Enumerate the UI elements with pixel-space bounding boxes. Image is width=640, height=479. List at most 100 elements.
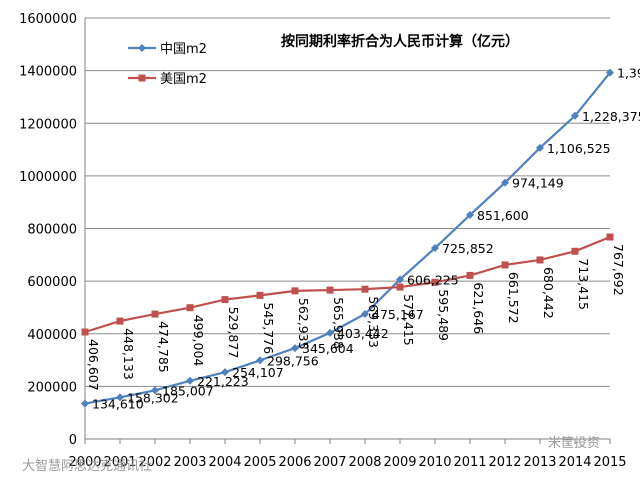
axes: 0 200000 400000 600000 800000 1000000 1200000 1… <box>19 12 626 470</box>
point-china-m2 <box>221 368 229 377</box>
x-tick-label: 2015 <box>593 455 626 470</box>
x-tick-label: 2007 <box>313 455 346 470</box>
x-tick-label: 2010 <box>418 455 451 470</box>
data-label-china-m2: 158,302 <box>127 390 179 405</box>
point-us-m2 <box>116 317 124 325</box>
y-tick-label: 800000 <box>27 223 77 238</box>
point-china-m2 <box>501 178 509 187</box>
data-label-china-m2: 1,228,375 <box>582 109 640 124</box>
y-tick-label: 200000 <box>27 380 77 395</box>
data-label-us-m2: 661,572 <box>506 272 521 324</box>
y-tick-label: 1200000 <box>19 117 77 132</box>
y-tick-label: 1600000 <box>19 12 77 27</box>
data-label-us-m2: 621,646 <box>471 282 486 334</box>
x-tick-label: 2013 <box>523 455 556 470</box>
point-us-m2 <box>361 285 369 293</box>
point-us-m2 <box>571 247 579 255</box>
point-china-m2 <box>536 143 544 152</box>
watermark: 大智慧阿思达克通讯社 米筐投资 <box>22 435 600 474</box>
point-china-m2 <box>466 210 474 219</box>
point-china-m2 <box>606 68 614 77</box>
point-us-m2 <box>536 256 544 264</box>
point-us-m2 <box>291 287 299 295</box>
legend-label: 中国m2 <box>160 42 207 57</box>
x-tick-label: 2006 <box>278 455 311 470</box>
data-label-china-m2: 606,225 <box>407 272 459 287</box>
x-tick-label: 2004 <box>208 455 241 470</box>
chart-title: 按同期利率折合为人民币计算（亿元） <box>281 33 519 50</box>
point-us-m2 <box>256 291 264 299</box>
point-china-m2 <box>396 275 404 284</box>
x-tick-label: 2014 <box>558 455 591 470</box>
y-tick-label: 1000000 <box>19 170 77 185</box>
y-tick-label: 600000 <box>27 275 77 290</box>
x-tick-label: 2011 <box>453 455 486 470</box>
data-label-china-m2: 974,149 <box>512 176 564 191</box>
point-us-m2 <box>466 271 474 279</box>
point-us-m2 <box>396 283 404 291</box>
x-tick-label: 2008 <box>348 455 381 470</box>
x-tick-label: 2000 <box>68 455 101 470</box>
grid <box>85 17 610 387</box>
point-us-m2 <box>81 328 89 336</box>
data-label-us-m2: 767,692 <box>611 244 626 296</box>
point-us-m2 <box>151 310 159 318</box>
data-label-china-m2: 1,392,300 <box>617 66 640 81</box>
data-label-us-m2: 499,004 <box>191 315 206 367</box>
data-label-us-m2: 565,938 <box>331 297 346 349</box>
x-tick-label: 2005 <box>243 455 276 470</box>
point-us-m2 <box>501 261 509 269</box>
data-label-us-m2: 680,442 <box>541 267 556 319</box>
legend-marker <box>138 44 146 52</box>
data-label-us-m2: 577,415 <box>401 294 416 346</box>
legend-label: 美国m2 <box>160 72 207 87</box>
watermark-bottom-left: 大智慧阿思达克通讯社 <box>22 458 152 474</box>
series-line-us-m2 <box>84 235 611 334</box>
data-labels: 134,610158,302185,007221,223254,107298,7… <box>86 66 640 412</box>
data-label-us-m2: 569,333 <box>366 296 381 348</box>
data-label-us-m2: 406,607 <box>86 339 101 391</box>
watermark-brand: 米筐投资 <box>548 435 600 451</box>
point-china-m2 <box>571 111 579 120</box>
point-china-m2 <box>81 399 89 408</box>
point-china-m2 <box>326 328 334 337</box>
data-label-us-m2: 562,935 <box>296 298 311 350</box>
legend-marker <box>138 74 146 82</box>
legend: 中国m2 美国m2 <box>128 42 207 87</box>
point-china-m2 <box>291 344 299 353</box>
data-label-china-m2: 221,223 <box>197 374 249 389</box>
series <box>81 68 614 408</box>
data-label-us-m2: 448,133 <box>121 328 136 380</box>
series-line-china-m2 <box>84 71 611 405</box>
point-china-m2 <box>116 393 124 402</box>
point-us-m2 <box>606 233 614 241</box>
data-label-china-m2: 345,604 <box>302 341 354 356</box>
point-china-m2 <box>186 376 194 385</box>
point-us-m2 <box>186 304 194 312</box>
x-tick-label: 2003 <box>173 455 206 470</box>
data-label-china-m2: 185,007 <box>162 383 214 398</box>
y-tick-label: 0 <box>69 433 77 448</box>
point-china-m2 <box>431 244 439 253</box>
x-tick-label: 2012 <box>488 455 521 470</box>
data-label-china-m2: 1,106,525 <box>547 141 611 156</box>
data-label-china-m2: 298,756 <box>267 353 319 368</box>
data-label-us-m2: 474,785 <box>156 321 171 373</box>
point-china-m2 <box>361 309 369 318</box>
x-tick-label: 2002 <box>138 455 171 470</box>
x-tick-label: 2001 <box>103 455 136 470</box>
data-label-china-m2: 134,610 <box>92 397 144 412</box>
data-label-us-m2: 713,415 <box>576 258 591 310</box>
point-us-m2 <box>326 286 334 294</box>
data-label-china-m2: 403,442 <box>337 326 389 341</box>
point-china-m2 <box>151 386 159 395</box>
data-label-china-m2: 475,167 <box>372 307 424 322</box>
x-tick-label: 2009 <box>383 455 416 470</box>
point-china-m2 <box>256 356 264 365</box>
data-label-china-m2: 851,600 <box>477 208 529 223</box>
data-label-china-m2: 254,107 <box>232 365 284 380</box>
point-us-m2 <box>221 296 229 304</box>
data-label-us-m2: 595,489 <box>436 289 451 341</box>
